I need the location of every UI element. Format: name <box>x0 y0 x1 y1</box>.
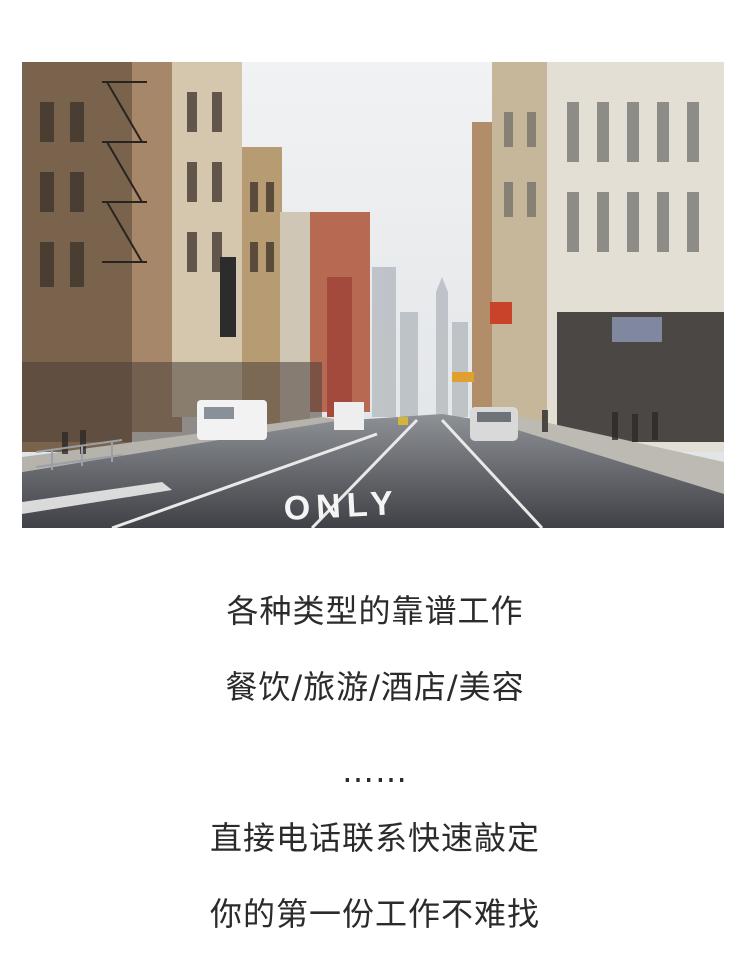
street-scene-illustration: ONLY <box>22 62 724 528</box>
caption-first-job: 你的第一份工作不难找 <box>209 895 540 933</box>
street-photo: ONLY <box>22 62 724 528</box>
caption-job-categories: 餐饮/旅游/酒店/美容 <box>225 668 525 706</box>
vehicles <box>197 400 518 441</box>
caption-ellipsis: …… <box>342 752 408 790</box>
road-marking-text: ONLY <box>283 484 400 528</box>
caption-direct-contact: 直接电话联系快速敲定 <box>209 819 540 857</box>
left-buildings <box>22 62 370 452</box>
right-buildings <box>452 62 724 452</box>
caption-reliable-jobs: 各种类型的靠谱工作 <box>226 592 524 630</box>
